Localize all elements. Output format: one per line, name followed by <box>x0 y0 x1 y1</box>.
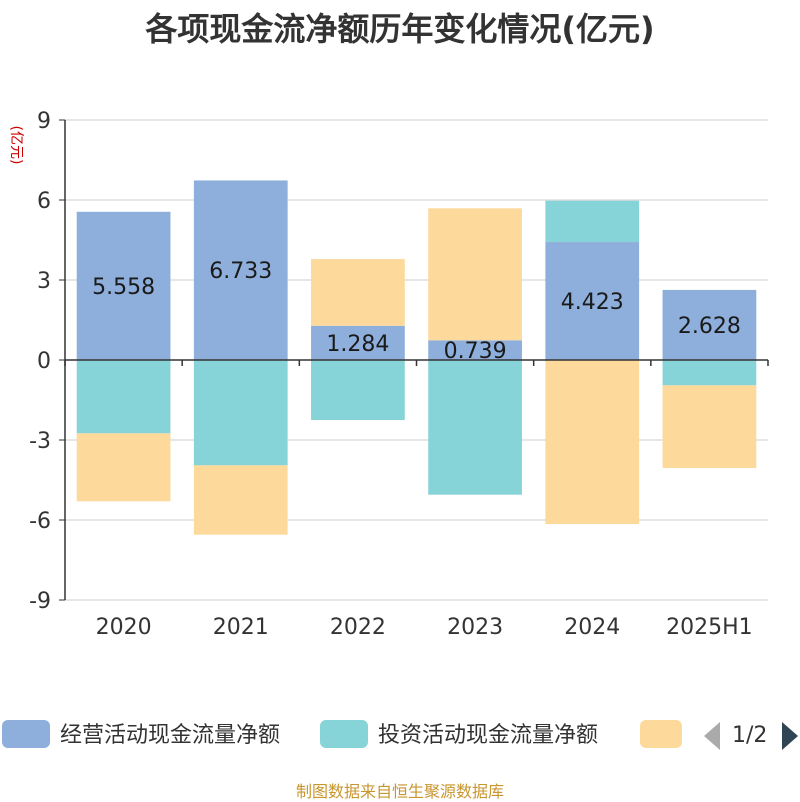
x-tick-label: 2021 <box>213 615 269 640</box>
bar-2025H1-series-0 <box>662 289 757 360</box>
legend-page-indicator: 1/2 <box>732 723 767 748</box>
bar-2023-series-1 <box>428 360 522 495</box>
y-tick-label: 9 <box>37 109 51 134</box>
y-axis-label: (亿元) <box>8 126 24 165</box>
bar-2021-series-0 <box>193 180 288 360</box>
bar-2023-series-2 <box>428 208 522 341</box>
data-label: 1.284 <box>326 332 389 357</box>
bar-2024-series-1 <box>545 200 640 243</box>
bars <box>76 180 757 535</box>
bar-2022-series-0 <box>311 325 405 360</box>
bar-2024-series-2 <box>545 360 640 524</box>
legend-swatch <box>2 720 50 748</box>
x-tick-label: 2022 <box>330 615 386 640</box>
bar-2022-series-1 <box>311 360 405 420</box>
bar-2021-series-2 <box>193 465 288 535</box>
data-label: 5.558 <box>92 275 155 300</box>
bar-2025H1-series-1 <box>662 360 757 386</box>
legend: 经营活动现金流量净额 投资活动现金流量净额 1/2 <box>2 720 798 750</box>
legend-swatch <box>640 720 682 748</box>
axes: 9 6 3 0 -3 -6 -9 (亿元) 2020 2021 2022 2023 2024 2025H1 <box>8 109 769 640</box>
bar-2022-series-2 <box>311 259 405 326</box>
x-tick-label: 2020 <box>96 615 152 640</box>
data-labels: 5.558 6.733 1.284 0.739 4.423 2.628 <box>92 259 741 364</box>
y-tick-label: -9 <box>29 589 51 614</box>
legend-label: 经营活动现金流量净额 <box>60 723 280 748</box>
x-tick-label: 2024 <box>564 615 620 640</box>
x-tick-label: 2023 <box>447 615 503 640</box>
legend-label: 投资活动现金流量净额 <box>378 723 598 748</box>
bar-2024-series-0 <box>545 242 640 360</box>
y-tick-label: -3 <box>29 429 51 454</box>
data-label: 0.739 <box>444 339 507 364</box>
chart-title: 各项现金流净额历年变化情况(亿元) <box>145 10 655 48</box>
bar-2025H1-series-2 <box>662 385 757 468</box>
y-tick-label: 0 <box>37 349 51 374</box>
data-label: 4.423 <box>561 290 624 315</box>
source-note: 制图数据来自恒生聚源数据库 <box>295 782 504 801</box>
bar-2020-series-1 <box>76 360 171 434</box>
x-tick-label: 2025H1 <box>666 615 753 640</box>
bar-2020-series-2 <box>76 433 171 502</box>
legend-next-icon[interactable] <box>782 722 798 750</box>
y-tick-label: -6 <box>29 509 51 534</box>
bar-2020-series-0 <box>76 211 171 360</box>
legend-prev-icon[interactable] <box>704 722 720 750</box>
bar-2021-series-1 <box>193 360 288 466</box>
y-tick-label: 3 <box>37 269 51 294</box>
legend-swatch <box>320 720 368 748</box>
y-tick-label: 6 <box>37 189 51 214</box>
bar-2023-series-0 <box>428 340 522 360</box>
data-label: 6.733 <box>209 259 272 284</box>
data-label: 2.628 <box>678 314 741 339</box>
